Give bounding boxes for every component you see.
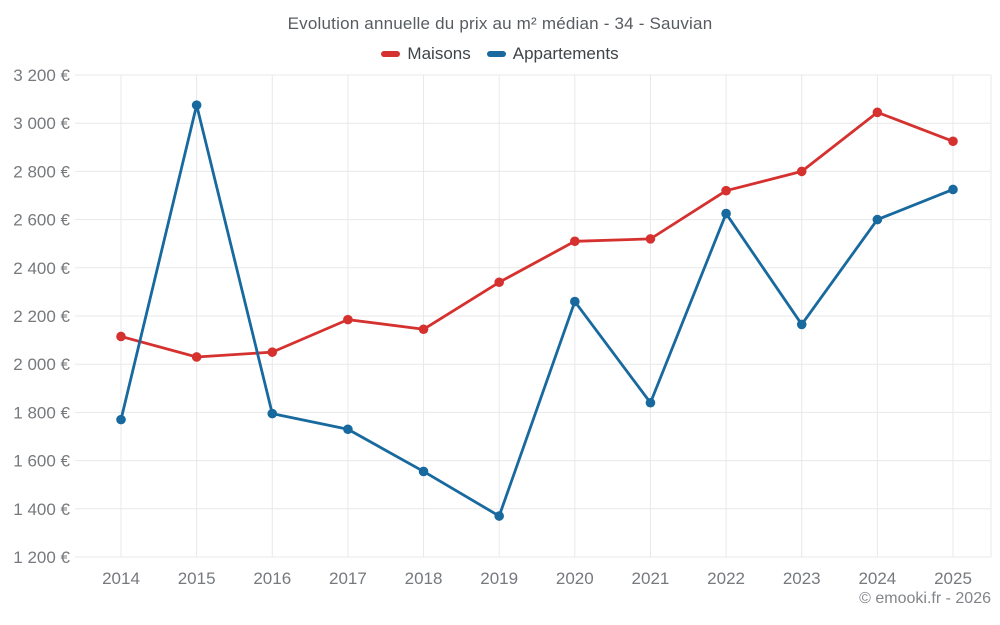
x-tick-label: 2018: [405, 569, 443, 588]
data-point-appartements-2017[interactable]: [343, 424, 353, 435]
y-tick-label: 2 800 €: [13, 162, 70, 181]
legend-item-appartements[interactable]: Appartements: [486, 44, 619, 64]
data-point-appartements-2024[interactable]: [872, 214, 883, 225]
y-tick-label: 3 000 €: [13, 114, 70, 133]
data-point-appartements-2023[interactable]: [796, 319, 807, 330]
chart-legend: Maisons Appartements: [0, 44, 1000, 64]
y-tick-label: 3 200 €: [13, 66, 70, 85]
data-point-appartements-2014[interactable]: [116, 414, 126, 425]
y-tick-label: 2 600 €: [13, 211, 70, 230]
legend-item-maisons[interactable]: Maisons: [381, 44, 471, 64]
x-tick-label: 2014: [102, 569, 140, 588]
x-tick-label: 2024: [858, 569, 896, 588]
data-point-maisons-2025[interactable]: [948, 136, 958, 147]
maisons-legend-swatch-icon: [381, 51, 401, 57]
appartements-legend-swatch-icon: [486, 51, 506, 57]
x-tick-label: 2025: [934, 569, 972, 588]
x-tick-label: 2022: [707, 569, 745, 588]
y-tick-label: 1 200 €: [13, 548, 70, 567]
x-tick-label: 2016: [253, 569, 291, 588]
legend-label-maisons: Maisons: [407, 44, 471, 63]
x-tick-label: 2019: [480, 569, 518, 588]
data-point-appartements-2019[interactable]: [494, 511, 504, 521]
data-point-appartements-2022[interactable]: [721, 208, 731, 219]
x-tick-label: 2015: [178, 569, 216, 588]
data-point-maisons-2018[interactable]: [418, 324, 429, 335]
data-point-maisons-2014[interactable]: [116, 331, 126, 342]
y-tick-label: 2 400 €: [13, 259, 70, 278]
data-point-maisons-2019[interactable]: [494, 277, 504, 288]
x-tick-label: 2017: [329, 569, 367, 588]
x-tick-label: 2020: [556, 569, 594, 588]
data-point-maisons-2020[interactable]: [570, 236, 580, 247]
legend-label-appartements: Appartements: [512, 44, 619, 63]
y-tick-label: 1 800 €: [13, 403, 70, 422]
y-tick-label: 1 600 €: [13, 452, 70, 471]
data-point-appartements-2021[interactable]: [645, 397, 656, 408]
y-tick-label: 1 400 €: [13, 500, 70, 519]
data-point-maisons-2021[interactable]: [645, 234, 656, 244]
data-point-appartements-2025[interactable]: [948, 184, 958, 195]
data-point-maisons-2024[interactable]: [872, 107, 883, 118]
x-tick-label: 2023: [783, 569, 821, 588]
attribution: © emooki.fr - 2026: [859, 590, 991, 607]
x-tick-label: 2021: [632, 569, 670, 588]
data-point-maisons-2023[interactable]: [796, 166, 807, 177]
data-point-maisons-2017[interactable]: [343, 314, 353, 325]
data-point-appartements-2020[interactable]: [570, 296, 580, 307]
y-tick-label: 2 000 €: [13, 355, 70, 374]
y-tick-label: 2 200 €: [13, 307, 70, 326]
series-line-appartements: [119, 103, 955, 518]
data-point-appartements-2015[interactable]: [191, 100, 202, 110]
chart-title: Evolution annuelle du prix au m² médian …: [287, 14, 713, 33]
series-line-maisons: [119, 110, 955, 359]
data-point-maisons-2016[interactable]: [267, 347, 278, 357]
data-point-appartements-2016[interactable]: [267, 408, 278, 419]
data-point-maisons-2022[interactable]: [721, 185, 731, 196]
data-point-maisons-2015[interactable]: [191, 352, 202, 362]
data-point-appartements-2018[interactable]: [418, 466, 429, 477]
